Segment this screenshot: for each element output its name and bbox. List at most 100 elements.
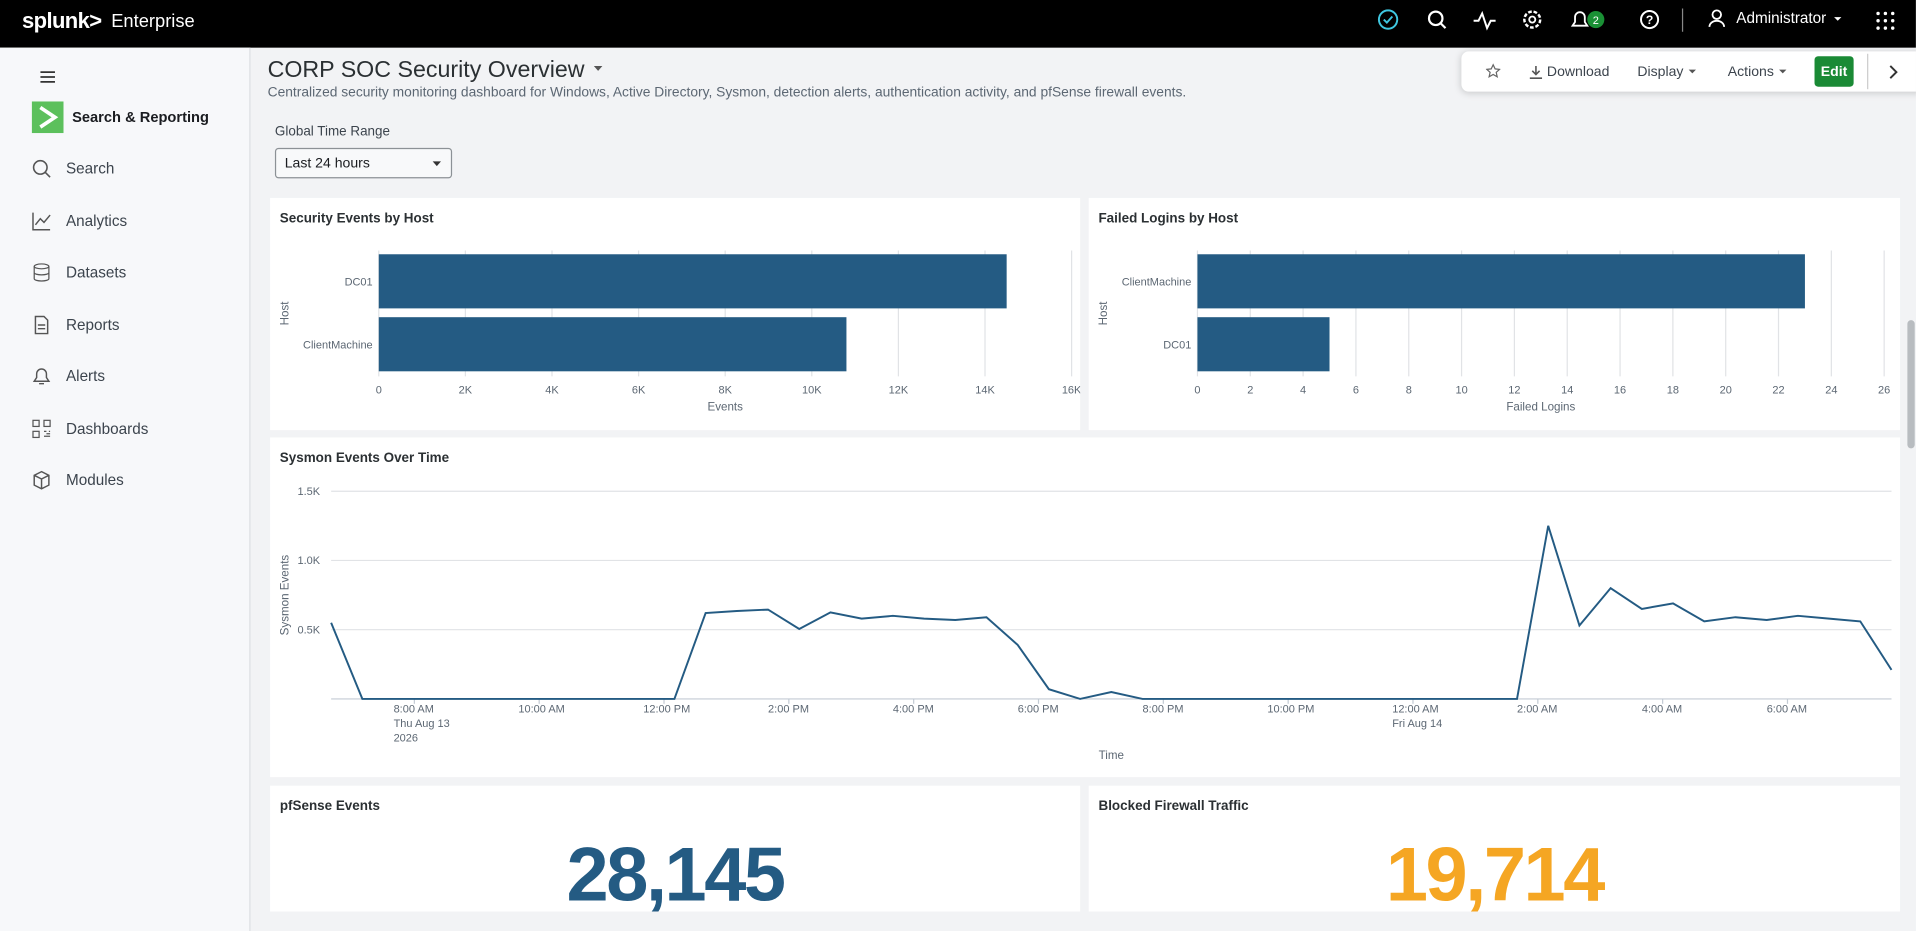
nav-icon	[32, 211, 51, 230]
nav-item[interactable]: Dashboards	[32, 410, 240, 447]
nav-label: Alerts	[65, 367, 106, 385]
x-tick-label: 14	[1561, 384, 1573, 396]
app-icon	[31, 101, 64, 134]
nav-item[interactable]: Datasets	[32, 254, 240, 291]
collapse-button[interactable]	[1889, 65, 1899, 80]
notifications-icon[interactable]: 2	[1570, 10, 1605, 29]
x-tick-year: 2026	[394, 733, 418, 745]
x-tick-label: 4:00 AM	[1642, 703, 1682, 715]
title-caret[interactable]	[593, 65, 604, 73]
chart-panel: Sysmon Events Over Time 0.5K 1.0K 1.5K 8:00 …	[270, 437, 1901, 778]
x-tick-label: 12K	[889, 384, 909, 396]
x-tick-label: 24	[1825, 384, 1837, 396]
toolbar: Download Display Actions Edit	[1461, 51, 1916, 92]
chart-title: Security Events by Host	[280, 210, 434, 225]
time-range-value: Last 24 hours	[284, 155, 370, 171]
favorite-button[interactable]	[1485, 51, 1501, 91]
sidebar: Search & Reporting Search Analytics Datase…	[0, 47, 251, 931]
x-tick-label: 8K	[718, 384, 732, 396]
app-name[interactable]: Search & Reporting	[72, 108, 209, 126]
x-tick-label: 12	[1508, 384, 1520, 396]
nav-label: Search	[65, 160, 115, 178]
x-tick-date: Thu Aug 13	[394, 718, 450, 730]
nav-icon	[32, 419, 51, 438]
x-tick-label: 4:00 PM	[893, 703, 934, 715]
download-label: Download	[1546, 64, 1610, 79]
nav-item[interactable]: Modules	[32, 462, 240, 499]
dashboard-title: CORP SOC Security Overview	[267, 57, 585, 84]
x-axis-label: Time	[1099, 749, 1124, 762]
chart-panel: Security Events by Host 0 2K 4K 6K 8K 10K 12K 14…	[270, 197, 1081, 431]
nav-icon	[32, 368, 51, 385]
x-tick-label: 0	[376, 384, 382, 396]
bar	[1197, 254, 1805, 309]
chart-title: Failed Logins by Host	[1098, 210, 1238, 225]
x-tick-label: 6:00 PM	[1018, 703, 1059, 715]
top-icons: 2 ? Administrator	[1377, 8, 1895, 32]
x-tick-label: 10K	[802, 384, 822, 396]
nav-item[interactable]: Search	[32, 150, 240, 187]
y-tick-label: 1.0K	[298, 555, 321, 567]
separator	[1867, 53, 1869, 90]
nav-icon	[33, 263, 50, 282]
x-tick-label: 8:00 AM	[394, 703, 434, 715]
user-menu[interactable]: Administrator	[1736, 10, 1826, 27]
nav-label: Dashboards	[65, 419, 149, 437]
y-tick-label: 0.5K	[298, 624, 321, 636]
svg-text:?: ?	[1646, 13, 1653, 27]
x-tick-label: 6K	[632, 384, 646, 396]
brand[interactable]: splunk>	[21, 8, 102, 33]
x-tick-label: 12:00 PM	[643, 703, 690, 715]
x-tick-label: 2:00 AM	[1517, 703, 1557, 715]
apps-icon[interactable]	[1876, 11, 1895, 30]
help-icon[interactable]: ?	[1640, 10, 1660, 30]
single-value: 28,145	[566, 833, 787, 912]
user-icon	[1708, 9, 1726, 28]
x-tick-label: 10:00 PM	[1267, 703, 1314, 715]
bar	[1197, 317, 1330, 372]
top-bar: splunk> Enterprise 2 ? Administrator	[0, 0, 1916, 48]
scrollbar[interactable]	[1904, 193, 1916, 914]
search-icon[interactable]	[1427, 10, 1447, 29]
nav-icon	[32, 159, 51, 178]
y-axis-label: Host	[278, 301, 291, 326]
display-button[interactable]: Display	[1637, 51, 1698, 91]
notification-count: 2	[1593, 15, 1599, 27]
x-tick-label: 8:00 PM	[1143, 703, 1184, 715]
x-tick-label: 20	[1720, 384, 1732, 396]
x-axis-label: Events	[707, 401, 743, 414]
y-axis-label: Host	[1097, 301, 1110, 326]
product: Enterprise	[111, 10, 195, 32]
x-tick-label: 16K	[1062, 384, 1080, 396]
edit-button[interactable]: Edit	[1814, 56, 1854, 87]
menu-icon[interactable]	[40, 71, 55, 83]
download-button[interactable]: Download	[1529, 51, 1610, 91]
caret	[1834, 17, 1842, 21]
nav-item[interactable]: Reports	[32, 306, 240, 343]
bar	[378, 254, 1007, 309]
x-tick-label: 10:00 AM	[518, 703, 564, 715]
x-tick-label: 6	[1353, 384, 1359, 396]
time-range-dropdown[interactable]: Last 24 hours	[274, 147, 453, 179]
nav-item[interactable]: Alerts	[32, 358, 240, 395]
settings-icon[interactable]	[1523, 10, 1542, 29]
nav-item[interactable]: Analytics	[32, 202, 240, 239]
nav-icon	[33, 470, 50, 490]
status-icon[interactable]	[1377, 9, 1399, 30]
x-tick-label: 22	[1772, 384, 1784, 396]
x-tick-label: 8	[1406, 384, 1412, 396]
category-label: ClientMachine	[1122, 277, 1192, 289]
x-tick-date: Fri Aug 14	[1392, 718, 1442, 730]
scroll-thumb[interactable]	[1907, 320, 1915, 449]
nav-label: Reports	[65, 315, 120, 333]
nav-label: Datasets	[65, 263, 127, 282]
display-label: Display	[1637, 64, 1684, 79]
panel-title: pfSense Events	[279, 799, 380, 814]
activity-icon[interactable]	[1473, 10, 1496, 31]
actions-button[interactable]: Actions	[1728, 51, 1789, 91]
actions-label: Actions	[1727, 64, 1774, 79]
bar	[378, 317, 847, 372]
single-value-panel: pfSense Events 28,145	[270, 785, 1081, 912]
